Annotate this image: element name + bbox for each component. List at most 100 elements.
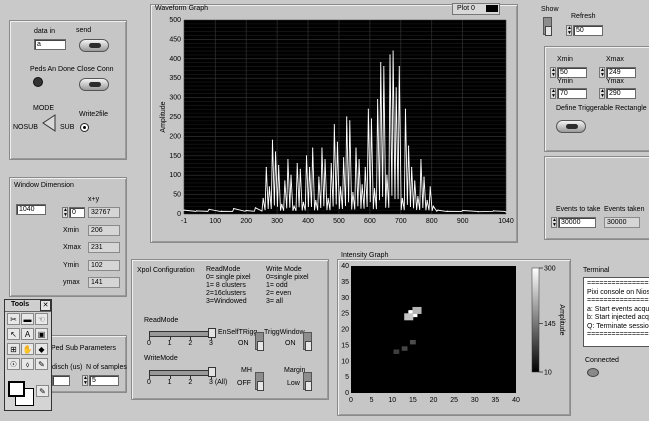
readmode-legend-line: 0= single pixel	[206, 274, 251, 281]
waveform-data-point	[321, 147, 323, 149]
tool-button-icon[interactable]: ✂	[7, 313, 20, 325]
waveform-data-point	[420, 159, 422, 161]
enself-toggle[interactable]	[255, 332, 264, 351]
trigger-rect-panel	[544, 46, 649, 152]
tool-button-icon[interactable]: ⬨	[21, 358, 34, 370]
intensity-y-tick: 35	[341, 279, 349, 286]
writemode-slider-tick-label: 1	[167, 379, 172, 386]
margin-label: Margin	[284, 367, 306, 374]
define-rect-button[interactable]	[556, 120, 586, 133]
tool-button-icon[interactable]: ▬	[21, 313, 34, 325]
tool-button-icon[interactable]: A	[21, 328, 34, 340]
waveform-legend-swatch	[486, 5, 498, 12]
waveform-data-point	[429, 186, 431, 188]
terminal-line: =================	[587, 280, 649, 287]
right-ymin-field[interactable]: 70	[557, 88, 587, 99]
right-xmax-label: Xmax	[606, 56, 624, 63]
nsamples-field[interactable]: 5	[89, 375, 119, 386]
data-in-field[interactable]: a	[34, 39, 66, 50]
show-toggle[interactable]	[543, 17, 552, 36]
readmode-legend-line: 2=16clusters	[206, 290, 246, 297]
disch-field[interactable]	[52, 375, 70, 386]
right-ymax-spinner[interactable]: ▲ ▼	[599, 88, 605, 99]
intensity-cell	[393, 349, 400, 354]
waveform-data-point	[386, 174, 388, 176]
right-ymin-spinner[interactable]: ▲ ▼	[550, 88, 556, 99]
waveform-data-point	[346, 116, 348, 118]
intensity-y-tick: 25	[341, 311, 349, 318]
wd-xmax-label: Xmax	[63, 244, 81, 251]
close-conn-button[interactable]	[79, 78, 109, 91]
ped-sub-title: Ped Sub Parameters	[51, 345, 116, 352]
intensity-graph[interactable]: 0 5 10 15 20 25 30 35 40 0 5 10 15 20 25 30 35 40 300 145 10…	[338, 262, 568, 412]
readmode-header: ReadMode	[206, 266, 241, 273]
waveform-data-point	[462, 209, 464, 212]
tool-button-icon[interactable]: ◆	[35, 343, 48, 355]
readmode-slider-thumb	[208, 328, 216, 338]
xy-index-field[interactable]: 0	[69, 207, 85, 218]
writemode-legend-line: 2= even	[266, 290, 292, 297]
tool-button-icon[interactable]: ⊞	[7, 343, 20, 355]
waveform-data-point	[220, 210, 223, 212]
waveform-data-point	[302, 201, 304, 203]
refresh-field[interactable]: 50	[573, 25, 603, 36]
intensity-cell	[412, 306, 422, 314]
waveform-x-tick: -1	[181, 218, 187, 225]
mh-toggle[interactable]	[255, 372, 264, 391]
waveform-graph[interactable]: -1 100 200 300 400 500 600 700 800 900 1040 0 50 100 1…	[152, 14, 514, 239]
waveform-data-point	[493, 210, 495, 212]
right-xmin-spinner[interactable]: ▲ ▼	[550, 67, 556, 78]
tool-button-icon[interactable]: ✎	[35, 358, 48, 370]
tools-titlebar[interactable]: Tools ✕	[5, 300, 51, 312]
waveform-data-point	[364, 166, 366, 169]
right-xmax-spinner[interactable]: ▲ ▼	[599, 67, 605, 78]
brush-tool-icon[interactable]: ✎	[36, 385, 49, 397]
right-xmax-field[interactable]: 249	[606, 67, 636, 78]
wd-ymax-label: ymax	[63, 279, 80, 286]
tool-button-icon[interactable]: ↖	[7, 328, 20, 340]
margin-toggle[interactable]	[303, 372, 312, 391]
write2file-radio[interactable]	[80, 123, 89, 132]
color-tool-icon[interactable]	[7, 380, 35, 406]
right-ymax-field[interactable]: 290	[606, 88, 636, 99]
waveform-x-tick: 600	[364, 218, 376, 225]
tool-button-icon[interactable]: ☉	[7, 358, 20, 370]
waveform-data-point	[278, 164, 280, 167]
refresh-label: Refresh	[571, 13, 596, 20]
waveform-data-point	[312, 147, 314, 149]
readmode-slider-fill	[150, 332, 212, 336]
tool-button-icon[interactable]: ✋	[21, 343, 34, 355]
waveform-data-point	[268, 186, 270, 188]
triggwin-toggle[interactable]	[303, 332, 312, 351]
write2file-label: Write2file	[79, 111, 109, 118]
intensity-colorbar	[531, 267, 540, 373]
writemode-slider-label: WriteMode	[144, 355, 178, 362]
mh-label: MH	[241, 367, 252, 374]
events-take-field[interactable]: 30000	[558, 217, 596, 228]
tool-button-icon[interactable]: ☜	[35, 313, 48, 325]
waveform-legend[interactable]: Plot 0	[452, 3, 500, 15]
waveform-data-point	[505, 211, 507, 213]
right-xmin-field[interactable]: 50	[557, 67, 587, 78]
waveform-data-point	[262, 197, 264, 200]
refresh-spinner[interactable]: ▲ ▼	[566, 25, 572, 36]
intensity-x-tick: 0	[349, 397, 353, 404]
waveform-data-point	[254, 207, 257, 209]
window-dimension-field[interactable]: 1040	[16, 204, 46, 215]
mode-switch[interactable]	[42, 114, 56, 132]
waveform-data-point	[265, 166, 267, 169]
writemode-legend-line: 3= all	[266, 298, 283, 305]
terminal-box[interactable]: =================Pixi console on Nios===…	[583, 277, 649, 347]
send-button[interactable]	[79, 39, 109, 52]
nsamples-spinner[interactable]: ▲ ▼	[82, 375, 88, 386]
waveform-data-point	[349, 120, 351, 122]
wd-ymin-label: Ymin	[63, 262, 79, 269]
waveform-data-point	[287, 159, 289, 161]
tools-close-icon[interactable]: ✕	[40, 300, 51, 311]
waveform-data-point	[343, 157, 345, 159]
intensity-y-tick: 10	[341, 358, 349, 365]
xy-index-spinner[interactable]: ▲ ▼	[62, 207, 68, 218]
events-take-spinner[interactable]: ▲ ▼	[551, 217, 557, 228]
readmode-legend-line: 3=Windowed	[206, 298, 247, 305]
tool-button-icon[interactable]: ▣	[35, 328, 48, 340]
